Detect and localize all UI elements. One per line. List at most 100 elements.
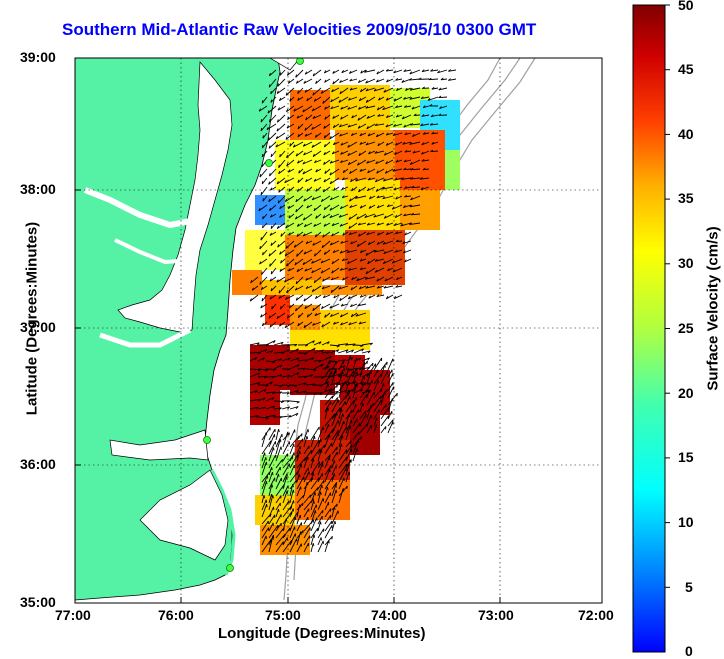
velocity-arrow-head <box>362 402 364 407</box>
velocity-arrow <box>265 396 275 402</box>
velocity-arrow-head <box>273 447 275 451</box>
velocity-arrow <box>261 471 271 483</box>
velocity-arrow <box>281 374 291 378</box>
velocity-arrow-head <box>285 518 288 522</box>
velocity-arrow <box>405 87 412 91</box>
velocity-arrow <box>331 360 338 371</box>
velocity-arrow-head <box>296 268 299 272</box>
velocity-arrow <box>339 132 349 137</box>
velocity-arrow <box>303 429 309 441</box>
velocity-arrow <box>352 357 357 371</box>
velocity-arrow-head <box>347 261 350 265</box>
x-tick-label: 74:00 <box>371 607 407 623</box>
velocity-arrow <box>296 231 304 237</box>
velocity-arrow <box>365 87 376 92</box>
velocity-arrow <box>323 294 331 299</box>
velocity-arrow <box>367 168 376 174</box>
velocity-arrow-head <box>448 78 451 81</box>
velocity-arrow-head <box>276 181 279 185</box>
velocity-arrow-head <box>332 70 335 74</box>
velocity-arrow-head <box>312 242 315 246</box>
velocity-arrow <box>359 389 368 399</box>
velocity-arrow <box>331 384 338 392</box>
velocity-arrow <box>302 258 313 266</box>
velocity-arrow <box>384 150 394 156</box>
velocity-arrow-head <box>260 305 263 309</box>
velocity-arrow <box>261 513 272 525</box>
velocity-arrow-head <box>348 368 350 372</box>
velocity-arrow <box>312 303 322 312</box>
velocity-arrow <box>358 150 367 156</box>
velocity-arrow <box>317 480 325 490</box>
velocity-arrow-head <box>277 83 279 87</box>
velocity-arrow <box>366 405 372 420</box>
velocity-arrow-head <box>361 348 364 352</box>
velocity-arrow-head <box>329 242 333 246</box>
velocity-arrow <box>373 424 377 434</box>
velocity-arrow-head <box>376 170 379 174</box>
velocity-arrow-head <box>266 126 269 130</box>
velocity-arrow <box>288 231 295 236</box>
velocity-arrow <box>347 105 358 110</box>
velocity-arrow-head <box>326 351 330 355</box>
velocity-arrow <box>383 87 394 93</box>
velocity-arrow <box>373 409 380 420</box>
velocity-arrow <box>324 520 333 532</box>
velocity-arrow-head <box>347 296 351 300</box>
velocity-arrow <box>324 476 334 490</box>
velocity-arrow-head <box>323 70 327 74</box>
velocity-arrow <box>358 96 367 102</box>
velocity-arrow-head <box>322 234 325 238</box>
velocity-arrow <box>404 105 412 108</box>
velocity-arrow <box>395 159 403 163</box>
velocity-arrow <box>315 294 322 299</box>
velocity-arrow <box>332 78 340 85</box>
velocity-arrow-head <box>342 277 345 281</box>
velocity-arrow-head <box>315 215 318 219</box>
velocity-arrow <box>285 294 295 300</box>
velocity-arrow <box>282 505 293 518</box>
velocity-arrow-head <box>341 408 343 412</box>
y-tick-label: 38:00 <box>20 181 56 197</box>
velocity-arrow <box>289 344 298 346</box>
velocity-arrow <box>293 105 304 112</box>
velocity-arrow <box>387 386 395 399</box>
velocity-arrow-head <box>339 223 343 227</box>
velocity-arrow-head <box>285 225 288 229</box>
velocity-arrow <box>268 249 277 257</box>
velocity-arrow <box>305 357 314 362</box>
velocity-arrow <box>284 249 295 257</box>
velocity-arrow-head <box>411 133 415 137</box>
velocity-arrow <box>305 285 313 290</box>
velocity-arrow-head <box>297 314 300 318</box>
velocity-arrow <box>261 457 267 469</box>
velocity-arrow <box>387 419 394 427</box>
velocity-arrow <box>321 375 332 378</box>
velocity-arrow <box>273 358 282 362</box>
velocity-arrow-head <box>358 357 362 361</box>
velocity-arrow-head <box>364 215 368 218</box>
velocity-arrow <box>313 349 324 354</box>
velocity-arrow-head <box>363 362 366 366</box>
velocity-arrow-head <box>365 142 369 146</box>
velocity-arrow <box>275 522 282 532</box>
velocity-arrow <box>340 105 349 110</box>
velocity-arrow <box>409 69 421 75</box>
velocity-arrow-head <box>304 133 308 137</box>
velocity-arrow <box>402 141 412 145</box>
velocity-arrow <box>393 186 403 191</box>
velocity-arrow <box>288 204 295 210</box>
velocity-arrow <box>404 150 412 153</box>
velocity-arrow <box>366 123 376 130</box>
velocity-arrow-head <box>277 244 280 248</box>
velocity-arrow <box>366 379 373 392</box>
velocity-arrow <box>404 258 412 263</box>
velocity-arrow <box>321 321 331 328</box>
velocity-arrow-head <box>336 349 340 353</box>
velocity-arrow <box>341 69 349 74</box>
velocity-arrow <box>349 78 358 82</box>
velocity-arrow <box>331 397 338 406</box>
velocity-arrow-head <box>262 397 266 401</box>
velocity-arrow <box>262 222 268 229</box>
velocity-arrow-head <box>353 381 357 384</box>
